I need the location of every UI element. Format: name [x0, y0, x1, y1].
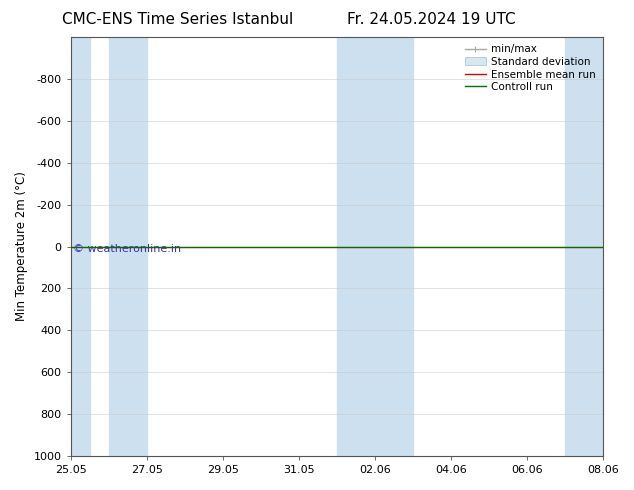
- Bar: [565, 37, 603, 456]
- Y-axis label: Min Temperature 2m (°C): Min Temperature 2m (°C): [15, 172, 28, 321]
- Bar: [70, 37, 89, 456]
- Text: CMC-ENS Time Series Istanbul: CMC-ENS Time Series Istanbul: [62, 12, 293, 27]
- Legend: min/max, Standard deviation, Ensemble mean run, Controll run: min/max, Standard deviation, Ensemble me…: [463, 42, 598, 94]
- Bar: [108, 37, 146, 456]
- Text: Fr. 24.05.2024 19 UTC: Fr. 24.05.2024 19 UTC: [347, 12, 515, 27]
- Bar: [337, 37, 413, 456]
- Text: © weatheronline.in: © weatheronline.in: [74, 244, 181, 254]
